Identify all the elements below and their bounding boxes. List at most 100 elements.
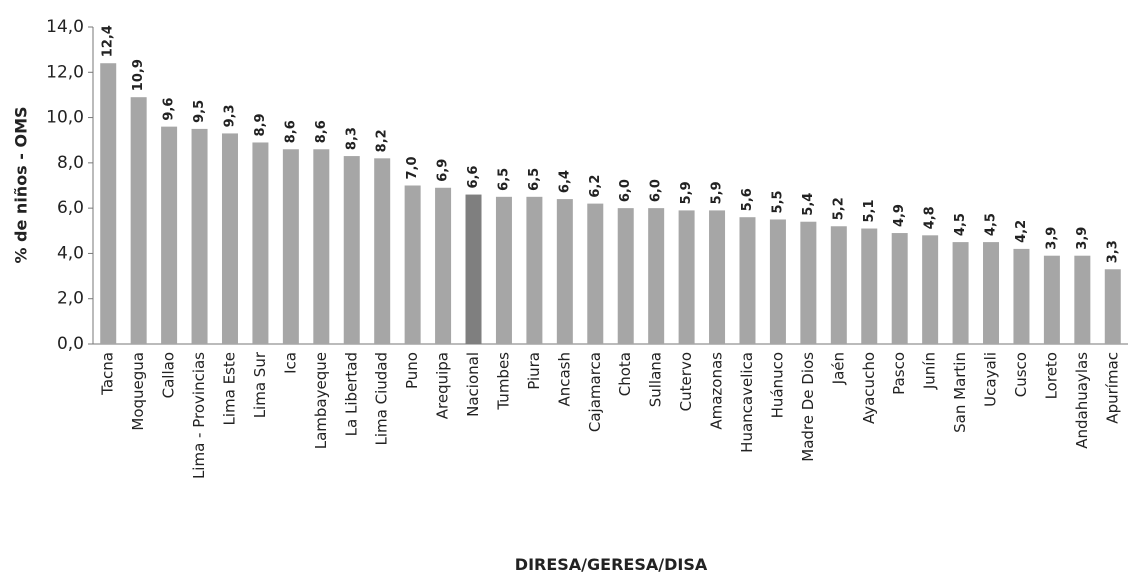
x-tick-label: Lima Ciudad <box>373 352 391 445</box>
bar <box>130 97 147 344</box>
x-tick-label: Puno <box>403 352 421 389</box>
bar <box>709 210 726 344</box>
value-label: 3,9 <box>1044 227 1059 250</box>
x-tick-label: Jaén <box>829 352 847 385</box>
bar <box>313 149 330 344</box>
x-tick-label: Lima Este <box>220 352 238 426</box>
value-label: 8,2 <box>375 129 390 152</box>
bar <box>769 219 786 344</box>
bar <box>161 126 178 344</box>
bar <box>952 242 969 344</box>
value-label: 4,5 <box>984 213 999 236</box>
x-tick-label: Cajamarca <box>586 352 604 432</box>
bar <box>1013 248 1030 344</box>
value-label: 9,3 <box>222 104 237 127</box>
value-label: 9,5 <box>192 100 207 123</box>
x-tick-label: La Libertad <box>342 352 360 436</box>
value-label: 7,0 <box>405 156 420 179</box>
value-label: 4,9 <box>892 204 907 227</box>
y-tick-label: 14,0 <box>46 17 84 37</box>
value-label: 6,5 <box>496 168 511 191</box>
x-tick-label: Arequipa <box>434 352 452 419</box>
value-label: 6,9 <box>436 159 451 182</box>
bar <box>922 235 939 344</box>
bar <box>587 203 604 344</box>
x-tick-label: Cusco <box>1012 352 1030 397</box>
bar <box>556 199 573 344</box>
x-tick-label: Lambayeque <box>312 352 330 449</box>
bar <box>800 221 817 344</box>
value-label: 5,9 <box>710 181 725 204</box>
value-label: 12,4 <box>101 25 116 57</box>
y-tick-label: 8,0 <box>57 153 84 173</box>
x-tick-label: San Martin <box>951 352 969 433</box>
bar <box>343 156 360 344</box>
bar <box>404 185 421 344</box>
bar <box>221 133 238 344</box>
bar <box>495 196 512 344</box>
y-tick-label: 2,0 <box>57 289 84 309</box>
x-tick-label: Cutervo <box>677 352 695 411</box>
x-tick-label: Huancavelica <box>738 352 756 453</box>
x-tick-label: Apurímac <box>1103 352 1121 424</box>
bar <box>678 210 695 344</box>
x-tick-label: Piura <box>525 352 543 390</box>
x-tick-label: Tacna <box>99 352 117 396</box>
value-label: 3,3 <box>1105 240 1120 263</box>
y-tick-label: 6,0 <box>57 198 84 218</box>
x-tick-label: Ica <box>281 352 299 374</box>
y-tick-label: 4,0 <box>57 243 84 263</box>
x-tick-label: Madre De Dios <box>799 352 817 462</box>
value-label: 5,6 <box>740 188 755 211</box>
bar <box>100 63 117 344</box>
bar <box>1043 255 1060 344</box>
x-tick-label: Lima Sur <box>251 351 269 418</box>
y-tick-label: 0,0 <box>57 334 84 354</box>
x-tick-label: Nacional <box>464 352 482 417</box>
bar <box>191 128 208 344</box>
value-label: 5,1 <box>862 199 877 222</box>
bar <box>1074 255 1091 344</box>
value-label: 8,9 <box>253 113 268 136</box>
x-tick-label: Ucayali <box>982 352 1000 407</box>
bar <box>861 228 878 344</box>
value-label: 4,2 <box>1014 220 1029 243</box>
x-tick-label: Huánuco <box>768 352 786 418</box>
x-axis-title: DIRESA/GERESA/DISA <box>515 555 708 574</box>
bar <box>739 217 756 344</box>
value-label: 10,9 <box>131 59 146 91</box>
value-label: 4,8 <box>923 206 938 229</box>
x-tick-label: Amazonas <box>708 352 726 430</box>
value-label: 6,4 <box>557 170 572 193</box>
x-tick-label: Pasco <box>890 352 908 395</box>
bar <box>1104 269 1121 344</box>
y-tick-label: 12,0 <box>46 62 84 82</box>
x-tick-label: Ayacucho <box>860 352 878 424</box>
bar <box>983 242 1000 344</box>
x-tick-label: Lima - Provincias <box>190 352 208 479</box>
bar <box>252 142 269 344</box>
y-axis-title: % de niños - OMS <box>12 106 31 263</box>
value-label: 3,9 <box>1075 227 1090 250</box>
x-tick-label: Junín <box>921 352 939 390</box>
value-label: 6,2 <box>588 175 603 198</box>
value-label: 6,6 <box>466 166 481 189</box>
value-label: 5,5 <box>770 190 785 213</box>
value-label: 5,9 <box>679 181 694 204</box>
x-tick-label: Ancash <box>555 352 573 407</box>
x-tick-label: Tumbes <box>494 352 512 411</box>
value-label: 8,3 <box>344 127 359 150</box>
bar <box>830 226 847 344</box>
bar <box>526 196 543 344</box>
x-tick-label: Sullana <box>647 352 665 407</box>
value-label: 4,5 <box>953 213 968 236</box>
value-label: 5,2 <box>831 197 846 220</box>
value-label: 6,0 <box>618 179 633 202</box>
x-tick-label: Moquegua <box>129 352 147 431</box>
value-label: 8,6 <box>283 120 298 143</box>
value-label: 8,6 <box>314 120 329 143</box>
bar <box>282 149 299 344</box>
value-label: 6,5 <box>527 168 542 191</box>
value-label: 5,4 <box>801 193 816 216</box>
